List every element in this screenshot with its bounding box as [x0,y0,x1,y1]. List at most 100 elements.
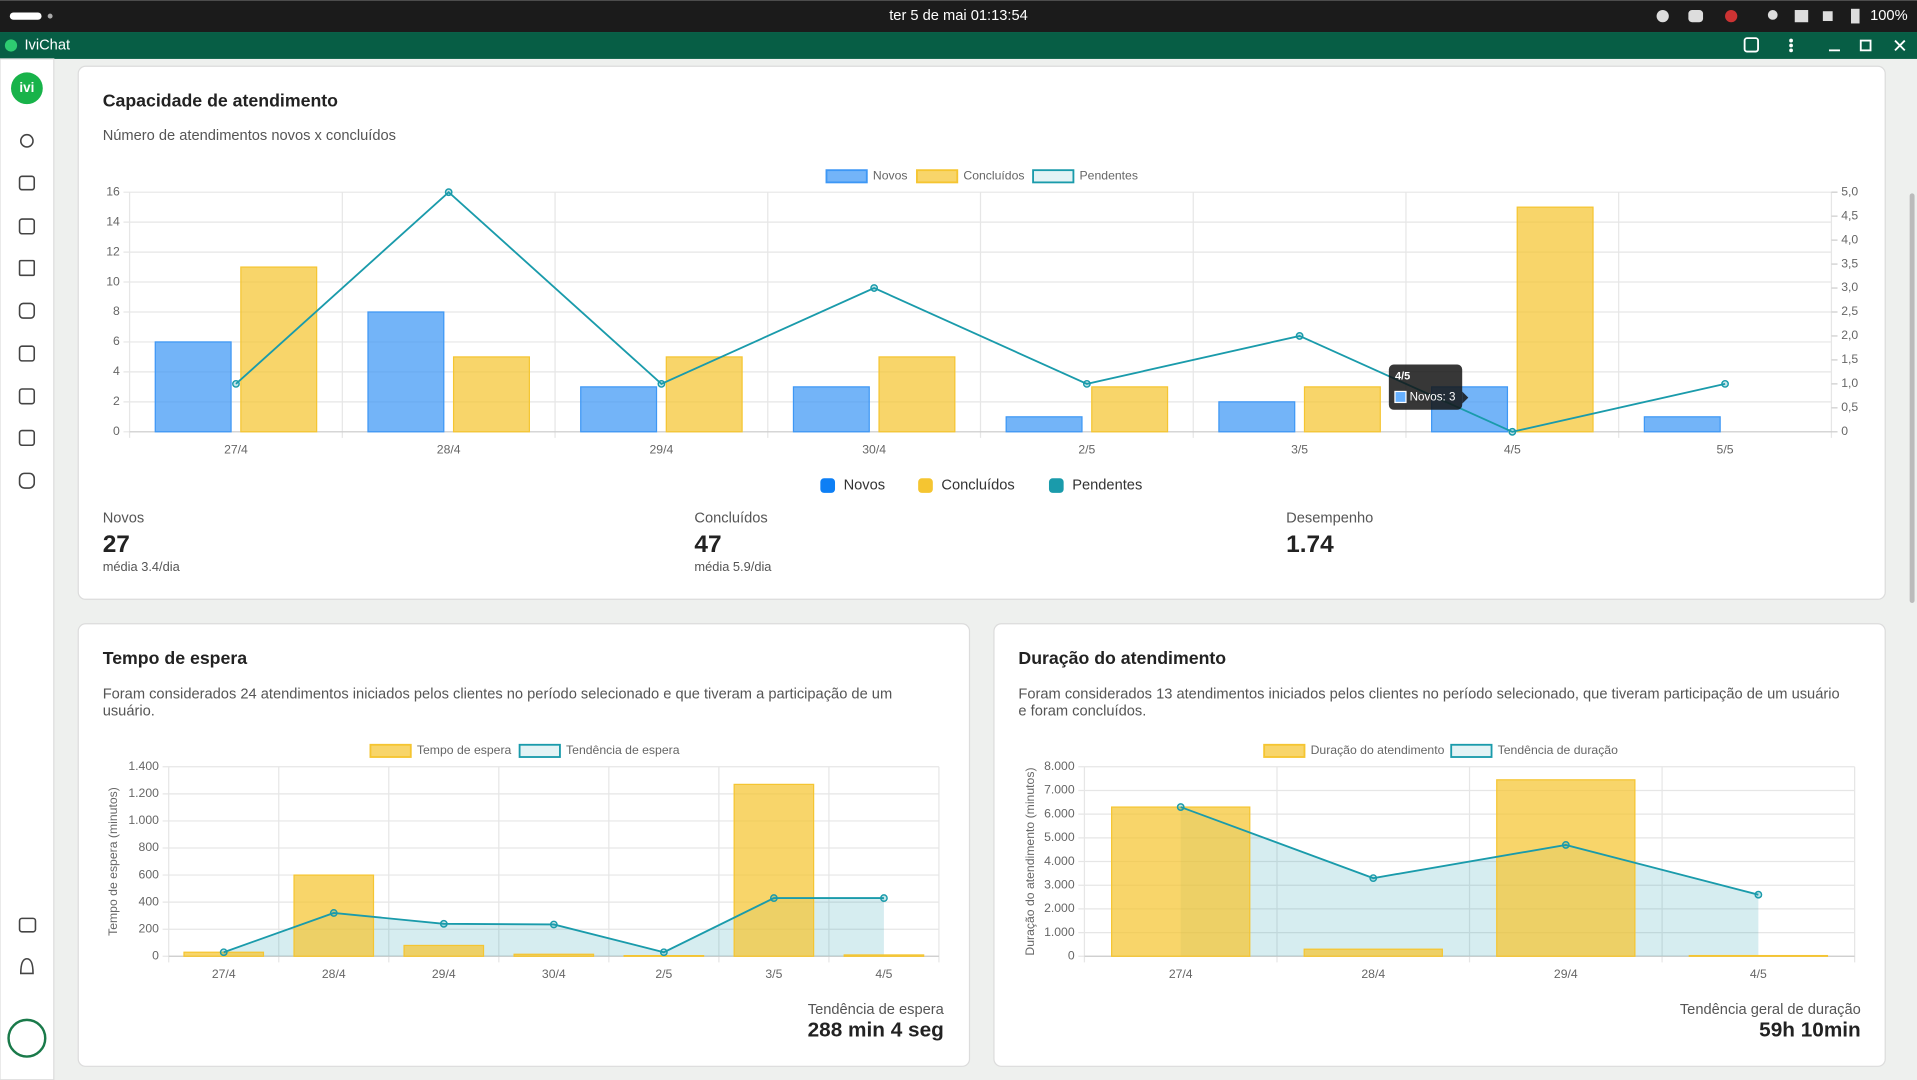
y-tick-label: 1.200 [128,786,159,800]
bar [1303,948,1443,957]
bar [452,356,530,433]
status-bar [0,0,1917,33]
legend-label[interactable]: Tendência de espera [566,743,680,757]
y-tick-label: 200 [139,921,160,935]
point [1754,890,1763,899]
bar [513,953,595,957]
bar [733,783,815,957]
footer-value: 59h 10min [1759,1018,1861,1041]
line [223,897,884,954]
y2-tick-label: 2,5 [1841,304,1858,318]
bar [1218,401,1296,433]
legend-label[interactable]: Tendência de duração [1498,743,1618,757]
x-tick-label: 27/4 [212,967,236,981]
y-tick-label: 1.400 [128,759,159,773]
point [232,379,240,388]
stat-value: 27 [103,531,130,558]
y-tick-label: 5.000 [1044,830,1075,844]
x-tick-label: 29/4 [432,967,456,981]
x-tick-label: 2/5 [1078,442,1095,456]
point [444,188,453,197]
legend-swatch [918,478,933,493]
bar [878,356,956,433]
bar [843,954,925,957]
x-tick-label: 4/5 [1750,967,1767,981]
card-description: usuário. [103,704,155,720]
app-title: IviChat [24,37,70,53]
x-tick-label: 29/4 [1554,967,1578,981]
point [1369,874,1378,883]
y-tick-label: 16 [106,184,120,198]
battery-level: 100% [1870,8,1908,24]
y-tick-label: 4 [113,364,120,378]
legend-label[interactable]: Pendentes [1072,477,1142,493]
x-tick-label: 27/4 [224,442,248,456]
point [657,379,666,388]
y-tick-label: 2.000 [1044,901,1075,915]
x-tick-label: 3/5 [765,967,782,981]
point [1721,379,1729,388]
legend-label[interactable]: Concluídos [941,477,1014,493]
app-bar [0,32,1917,59]
card [77,65,1886,600]
footer-value: 288 min 4 seg [808,1018,944,1041]
legend-swatch [518,743,561,758]
card-title: Duração do atendimento [1018,648,1226,668]
logo[interactable] [11,72,43,105]
point [769,894,778,902]
card-description: Número de atendimentos novos x concluído… [103,128,396,144]
card-title: Capacidade de atendimento [103,90,338,110]
clock: ter 5 de mai 01:13:54 [889,8,1028,24]
y2-tick-label: 1,0 [1841,376,1858,390]
bar [1111,806,1251,957]
bar [1516,206,1594,433]
footer-label: Tendência de espera [808,1002,945,1018]
y-tick-label: 10 [106,274,120,288]
card-description: Foram considerados 24 atendimentos inici… [103,687,892,703]
point [870,284,879,292]
y-tick-label: 2 [113,394,120,408]
tray-icons [1656,8,1860,24]
y-tick-label: 6.000 [1044,806,1075,820]
point [880,894,888,902]
x-tick-label: 27/4 [1169,967,1193,981]
tooltip-label: Novos: 3 [1410,391,1456,404]
line [235,190,1726,433]
legend-swatch [1048,478,1064,493]
legend-label[interactable]: Duração do atendimento [1311,743,1445,757]
legend-label[interactable]: Pendentes [1080,169,1138,183]
tooltip-swatch [1394,390,1407,404]
legend-swatch [1263,743,1306,758]
legend-swatch [916,169,959,184]
legend-swatch [1450,743,1493,758]
legend-label[interactable]: Tempo de espera [417,743,512,757]
legend-swatch [1032,169,1075,184]
company-logo[interactable] [7,1018,47,1058]
tooltip-title: 4/5 [1395,371,1410,383]
y-tick-label: 6 [113,334,120,348]
sidebar-icons[interactable] [18,133,37,975]
tooltip-caret [1462,391,1469,404]
legend-label[interactable]: Concluídos [963,169,1024,183]
y2-tick-label: 1,5 [1841,352,1858,366]
card-description: e foram concluídos. [1018,704,1146,720]
bar [367,311,445,433]
legend-label[interactable]: Novos [873,169,908,183]
y-tick-label: 600 [139,867,160,881]
legend-label[interactable]: Novos [844,477,886,493]
bar [1005,416,1083,433]
bar [1496,779,1636,957]
window-controls[interactable] [1743,37,1906,53]
y-tick-label: 14 [106,214,120,228]
y2-tick-label: 4,5 [1841,208,1858,222]
y-tick-label: 0 [113,424,120,438]
scrollbar[interactable] [1909,193,1915,603]
bar [792,386,870,433]
y2-tick-label: 3,5 [1841,256,1858,270]
y-tick-label: 1.000 [128,813,159,827]
bar [403,944,485,957]
bar [240,266,318,433]
workspace-dot [47,13,53,19]
point [549,920,558,929]
activities[interactable] [9,12,42,20]
